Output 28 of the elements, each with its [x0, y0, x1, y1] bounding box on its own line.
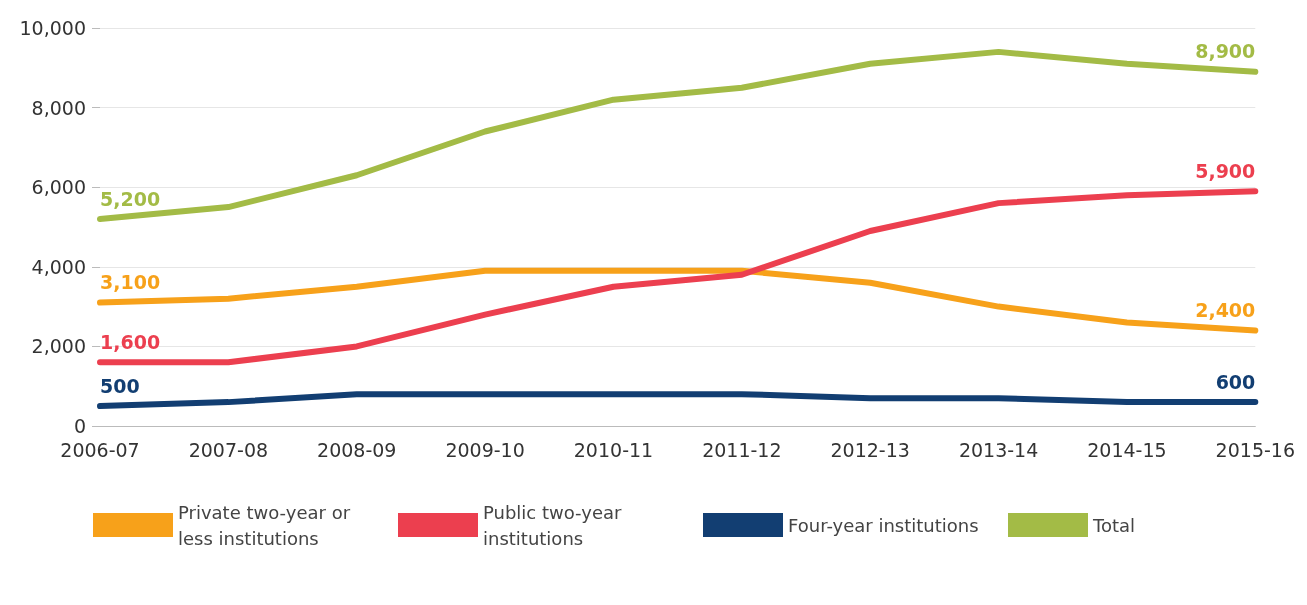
x-tick-label: 2012-13	[830, 438, 910, 461]
data-label: 500	[100, 374, 140, 397]
y-tick-label: 0	[73, 415, 86, 437]
x-tick-label: 2014-15	[1087, 438, 1167, 461]
data-label: 2,400	[1195, 298, 1256, 321]
x-tick-label: 2007-08	[188, 438, 269, 461]
data-label: 8,900	[1195, 40, 1256, 63]
legend-label: Total	[1092, 514, 1136, 536]
data-label: 3,100	[100, 271, 161, 294]
x-tick-label: 2006-07	[60, 438, 140, 461]
data-label: 600	[1215, 370, 1256, 393]
x-tick-label: 2008-09	[317, 438, 397, 461]
data-label: 5,200	[100, 187, 161, 210]
x-tick-label: 2013-14	[958, 438, 1039, 461]
data-label: 5,900	[1195, 159, 1256, 182]
legend-label: Four-year institutions	[788, 514, 979, 536]
y-tick-label: 6,000	[31, 176, 86, 199]
y-tick-label: 10,000	[19, 17, 86, 39]
x-tick-label: 2015-16	[1215, 438, 1295, 461]
y-tick-label: 4,000	[31, 255, 86, 278]
y-tick-label: 2,000	[31, 335, 86, 358]
data-label: 1,600	[100, 330, 161, 353]
x-tick-label: 2009-10	[445, 438, 525, 461]
x-tick-label: 2010-11	[573, 438, 654, 461]
legend-label: Public two-year institutions	[483, 501, 628, 549]
y-tick-label: 8,000	[31, 96, 86, 119]
legend-label: Private two-year or less institutions	[178, 501, 356, 549]
x-tick-label: 2011-12	[702, 438, 782, 461]
